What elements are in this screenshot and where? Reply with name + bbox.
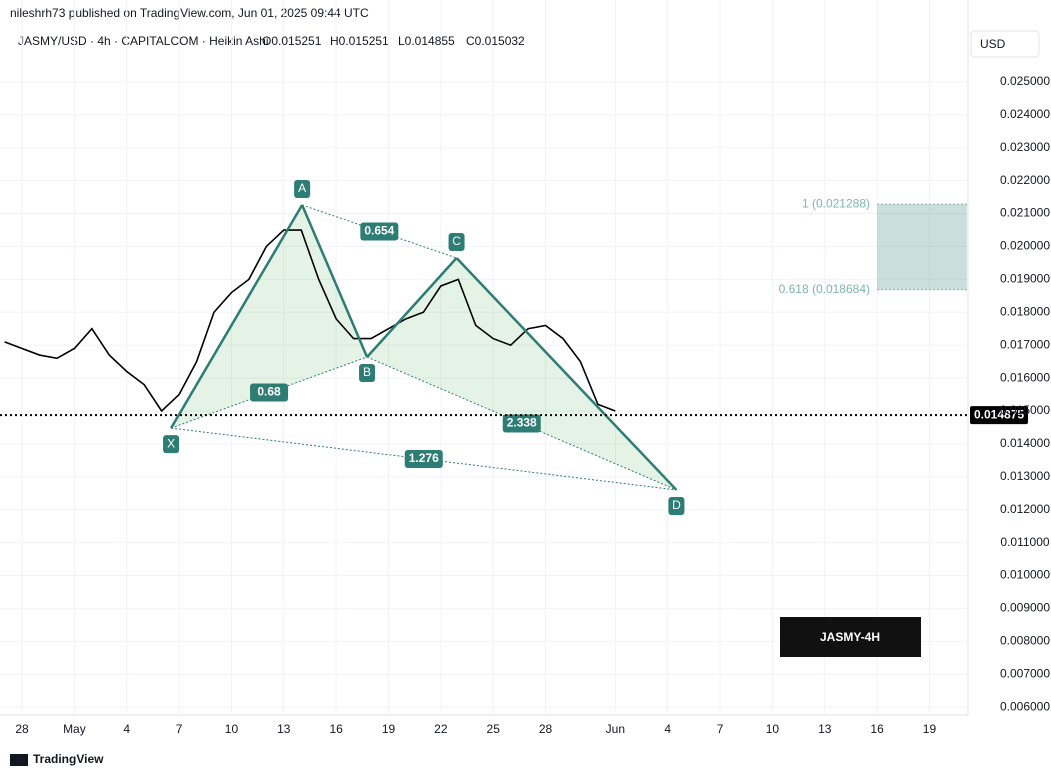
x-tick-label: 7: [717, 722, 724, 736]
y-tick-label: 0.012000: [1000, 502, 1050, 516]
x-tick-label: 22: [434, 722, 448, 736]
x-tick-label: 25: [487, 722, 501, 736]
point-label: A: [298, 181, 306, 195]
y-tick-label: 0.021000: [1000, 206, 1050, 220]
y-tick-label: 0.014000: [1000, 436, 1050, 450]
pattern-leg: [169, 204, 304, 429]
badge-box: [780, 617, 921, 657]
ratio-box: [360, 222, 399, 241]
currency-box[interactable]: [970, 30, 1040, 58]
pattern-leg: [300, 204, 369, 358]
point-label: B: [363, 365, 371, 379]
pattern-leg: [366, 257, 458, 358]
y-tick-label: 0.007000: [1000, 666, 1050, 680]
price-line: [4, 229, 616, 413]
badge: JASMY-4H: [820, 630, 880, 644]
symbol: JASMY/USD · 4h · CAPITALCOM · Heikin Ash…: [18, 34, 269, 48]
pattern-fill: [171, 205, 368, 429]
pattern-leg: [455, 257, 678, 491]
x-tick-label: 7: [176, 722, 183, 736]
x-tick-label: 10: [225, 722, 239, 736]
ratio-label: 2.338: [507, 416, 537, 430]
ohlc-value: O0.015251: [262, 34, 322, 48]
target-label: 0.618 (0.018684): [779, 282, 870, 296]
y-tick-label: 0.024000: [1000, 107, 1050, 121]
point-box: [163, 435, 180, 454]
ratio-label: 0.654: [364, 224, 394, 238]
y-tick-label: 0.008000: [1000, 633, 1050, 647]
ratio-line: [171, 427, 677, 491]
x-tick-label: 4: [664, 722, 671, 736]
y-tick-label: 0.011000: [1000, 535, 1049, 549]
currency: USD: [980, 37, 1006, 51]
target-label: 1 (0.021288): [802, 196, 870, 210]
y-tick-label: 0.015000: [1000, 403, 1050, 417]
point-label: D: [672, 498, 681, 512]
x-tick-label: 16: [329, 722, 343, 736]
last-price-box: [970, 406, 1028, 425]
x-tick-label: 13: [277, 722, 291, 736]
target-zone: [877, 204, 967, 290]
x-tick-label: May: [63, 722, 86, 736]
y-tick-label: 0.010000: [1000, 568, 1050, 582]
x-tick-label: 28: [539, 722, 553, 736]
ohlc-value: H0.015251: [330, 34, 389, 48]
point-label: X: [167, 436, 175, 450]
x-tick-label: 19: [923, 722, 937, 736]
point-box: [448, 232, 465, 251]
x-tick-label: 13: [818, 722, 832, 736]
ohlc-value: L0.014855: [398, 34, 455, 48]
ratio-box: [250, 383, 289, 402]
footer-logo: TradingView: [33, 752, 104, 766]
logo-icon: [10, 754, 28, 766]
y-tick-label: 0.025000: [1000, 74, 1050, 88]
x-tick-label: 4: [123, 722, 130, 736]
y-tick-label: 0.019000: [1000, 272, 1050, 286]
point-label: C: [452, 234, 461, 248]
y-tick-label: 0.022000: [1000, 173, 1050, 187]
ratio-label: 1.276: [409, 451, 439, 465]
y-tick-label: 0.020000: [1000, 239, 1050, 253]
x-tick-label: 19: [382, 722, 396, 736]
y-tick-label: 0.006000: [1000, 699, 1050, 713]
point-box: [668, 496, 685, 515]
ohlc-value: C0.015032: [466, 34, 525, 48]
x-tick-label: 16: [870, 722, 884, 736]
pattern-fill: [367, 257, 677, 490]
ratio-label: 0.68: [257, 385, 281, 399]
ratio-box: [404, 450, 443, 469]
point-box: [294, 180, 311, 199]
point-box: [359, 364, 376, 383]
y-tick-label: 0.023000: [1000, 140, 1050, 154]
last-price-label: 0.014875: [974, 407, 1024, 421]
y-tick-label: 0.009000: [1000, 601, 1050, 615]
x-tick-label: Jun: [606, 722, 625, 736]
y-tick-label: 0.017000: [1000, 337, 1050, 351]
y-tick-label: 0.013000: [1000, 469, 1050, 483]
y-tick-label: 0.018000: [1000, 304, 1050, 318]
ratio-box: [502, 414, 541, 433]
x-tick-label: 10: [766, 722, 780, 736]
publisher: nileshrh73 published on TradingView.com,…: [10, 6, 369, 20]
y-tick-label: 0.016000: [1000, 370, 1050, 384]
x-tick-label: 28: [15, 722, 29, 736]
